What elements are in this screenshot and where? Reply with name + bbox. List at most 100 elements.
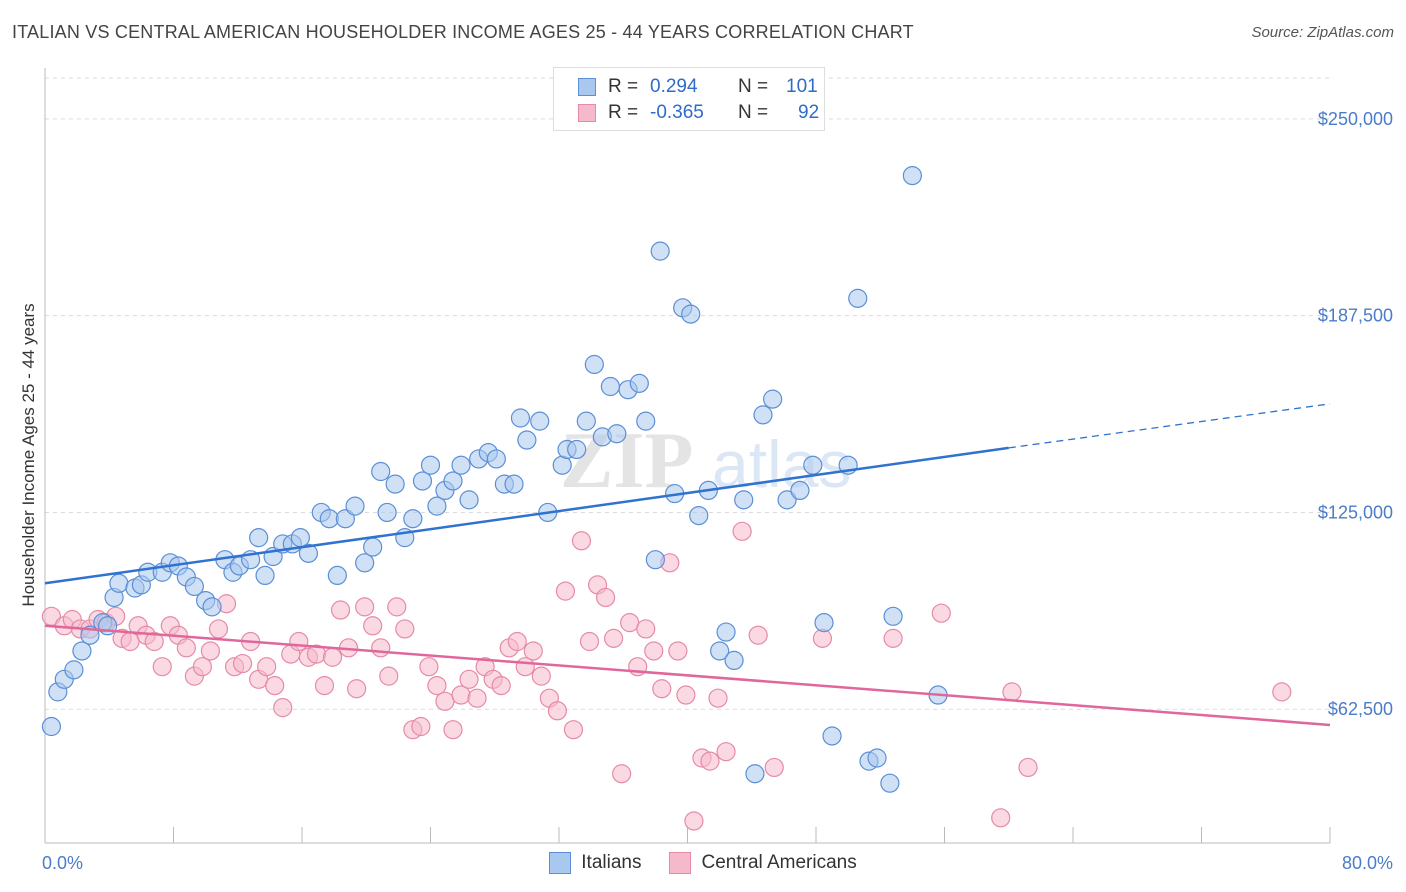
- data-point: [72, 641, 92, 661]
- data-point: [848, 288, 868, 308]
- data-point: [763, 389, 783, 409]
- data-point: [451, 455, 471, 475]
- data-point: [764, 757, 784, 778]
- data-point: [395, 619, 415, 639]
- series-name-italians: Italians: [581, 852, 642, 873]
- data-point: [531, 666, 551, 686]
- data-point: [902, 165, 922, 186]
- data-point: [64, 660, 84, 680]
- data-point: [571, 531, 592, 551]
- legend-r-label: R =: [608, 76, 639, 97]
- data-point: [931, 603, 951, 623]
- data-point: [595, 587, 616, 608]
- italians-points: [41, 165, 948, 793]
- data-point: [232, 653, 253, 674]
- data-point: [681, 304, 701, 324]
- data-point: [803, 455, 823, 475]
- y-tick-label: $62,500: [1328, 699, 1393, 719]
- watermark: ZIP atlas: [560, 417, 851, 505]
- data-point: [363, 537, 383, 557]
- data-point: [607, 424, 627, 444]
- data-point: [867, 748, 887, 768]
- data-point: [314, 675, 335, 696]
- data-point: [327, 565, 347, 586]
- data-point: [710, 641, 730, 661]
- data-point: [734, 490, 754, 510]
- data-point: [192, 657, 213, 677]
- data-point: [265, 675, 285, 696]
- data-point: [1002, 682, 1022, 702]
- data-point: [732, 521, 752, 541]
- italians-trend-line: [44, 446, 1009, 585]
- data-point: [716, 622, 736, 642]
- data-point: [200, 641, 221, 661]
- data-point: [644, 641, 664, 661]
- data-point: [371, 461, 391, 482]
- data-point: [289, 631, 309, 652]
- y-tick-label: $250,000: [1318, 109, 1393, 129]
- data-point: [584, 354, 604, 375]
- source-credit: Source: ZipAtlas.com: [1251, 24, 1394, 41]
- y-tick-label: $125,000: [1318, 502, 1393, 522]
- y-axis-label: Householder Income Ages 25 - 44 years: [19, 303, 38, 606]
- data-point: [563, 720, 584, 740]
- legend-row-central-americans: R = -0.365 N = 92: [578, 102, 819, 124]
- data-point: [202, 597, 222, 617]
- italians-trend-extension: [1008, 403, 1331, 449]
- legend-r-value: -0.365: [650, 102, 704, 123]
- data-point: [629, 373, 649, 393]
- data-point: [708, 688, 728, 708]
- data-point: [600, 376, 621, 397]
- data-point: [576, 411, 596, 431]
- data-point: [486, 449, 506, 469]
- data-point: [41, 716, 62, 737]
- data-point: [435, 691, 455, 711]
- y-tick-labels: $62,500 $125,000 $187,500 $250,000: [1318, 109, 1393, 719]
- data-point: [676, 685, 696, 705]
- data-point: [547, 701, 567, 721]
- data-point: [753, 405, 773, 425]
- data-point: [255, 565, 275, 586]
- data-point: [379, 666, 399, 686]
- data-point: [427, 675, 447, 696]
- legend-n-value: 92: [798, 102, 820, 123]
- data-point: [1018, 757, 1038, 778]
- data-point: [330, 600, 351, 620]
- data-point: [459, 669, 479, 689]
- legend-n-label: N =: [738, 76, 769, 97]
- data-point: [144, 631, 164, 652]
- data-point: [716, 742, 736, 762]
- data-point: [403, 509, 423, 529]
- y-tick-label: $187,500: [1318, 306, 1393, 326]
- data-point: [652, 679, 672, 699]
- data-point: [459, 490, 479, 510]
- series-name-central-americans: Central Americans: [701, 852, 857, 873]
- data-point: [319, 509, 339, 529]
- data-point: [636, 411, 656, 431]
- data-point: [152, 657, 172, 677]
- legend-swatch-central-americans: [578, 104, 596, 122]
- data-point: [689, 505, 709, 526]
- data-point: [567, 439, 587, 460]
- data-point: [411, 716, 431, 737]
- data-point: [555, 581, 576, 601]
- data-point: [109, 573, 129, 593]
- data-point: [420, 455, 441, 475]
- data-point: [377, 502, 397, 523]
- series-swatch-italians: [549, 852, 572, 874]
- series-legend-central-americans[interactable]: Central Americans: [669, 852, 857, 874]
- data-point: [991, 808, 1011, 828]
- data-point: [684, 811, 704, 831]
- data-point: [510, 408, 531, 428]
- data-point: [745, 764, 765, 784]
- series-legend-italians[interactable]: Italians: [549, 852, 641, 874]
- data-point: [700, 751, 720, 771]
- data-point: [724, 650, 744, 671]
- series-legend: Italians Central Americans: [0, 852, 1406, 874]
- chart-title: ITALIAN VS CENTRAL AMERICAN HOUSEHOLDER …: [12, 22, 914, 42]
- x-tick-label-min: 0.0%: [42, 853, 83, 873]
- data-point: [257, 657, 277, 677]
- series-swatch-central-americans: [669, 852, 692, 874]
- data-point: [273, 698, 293, 718]
